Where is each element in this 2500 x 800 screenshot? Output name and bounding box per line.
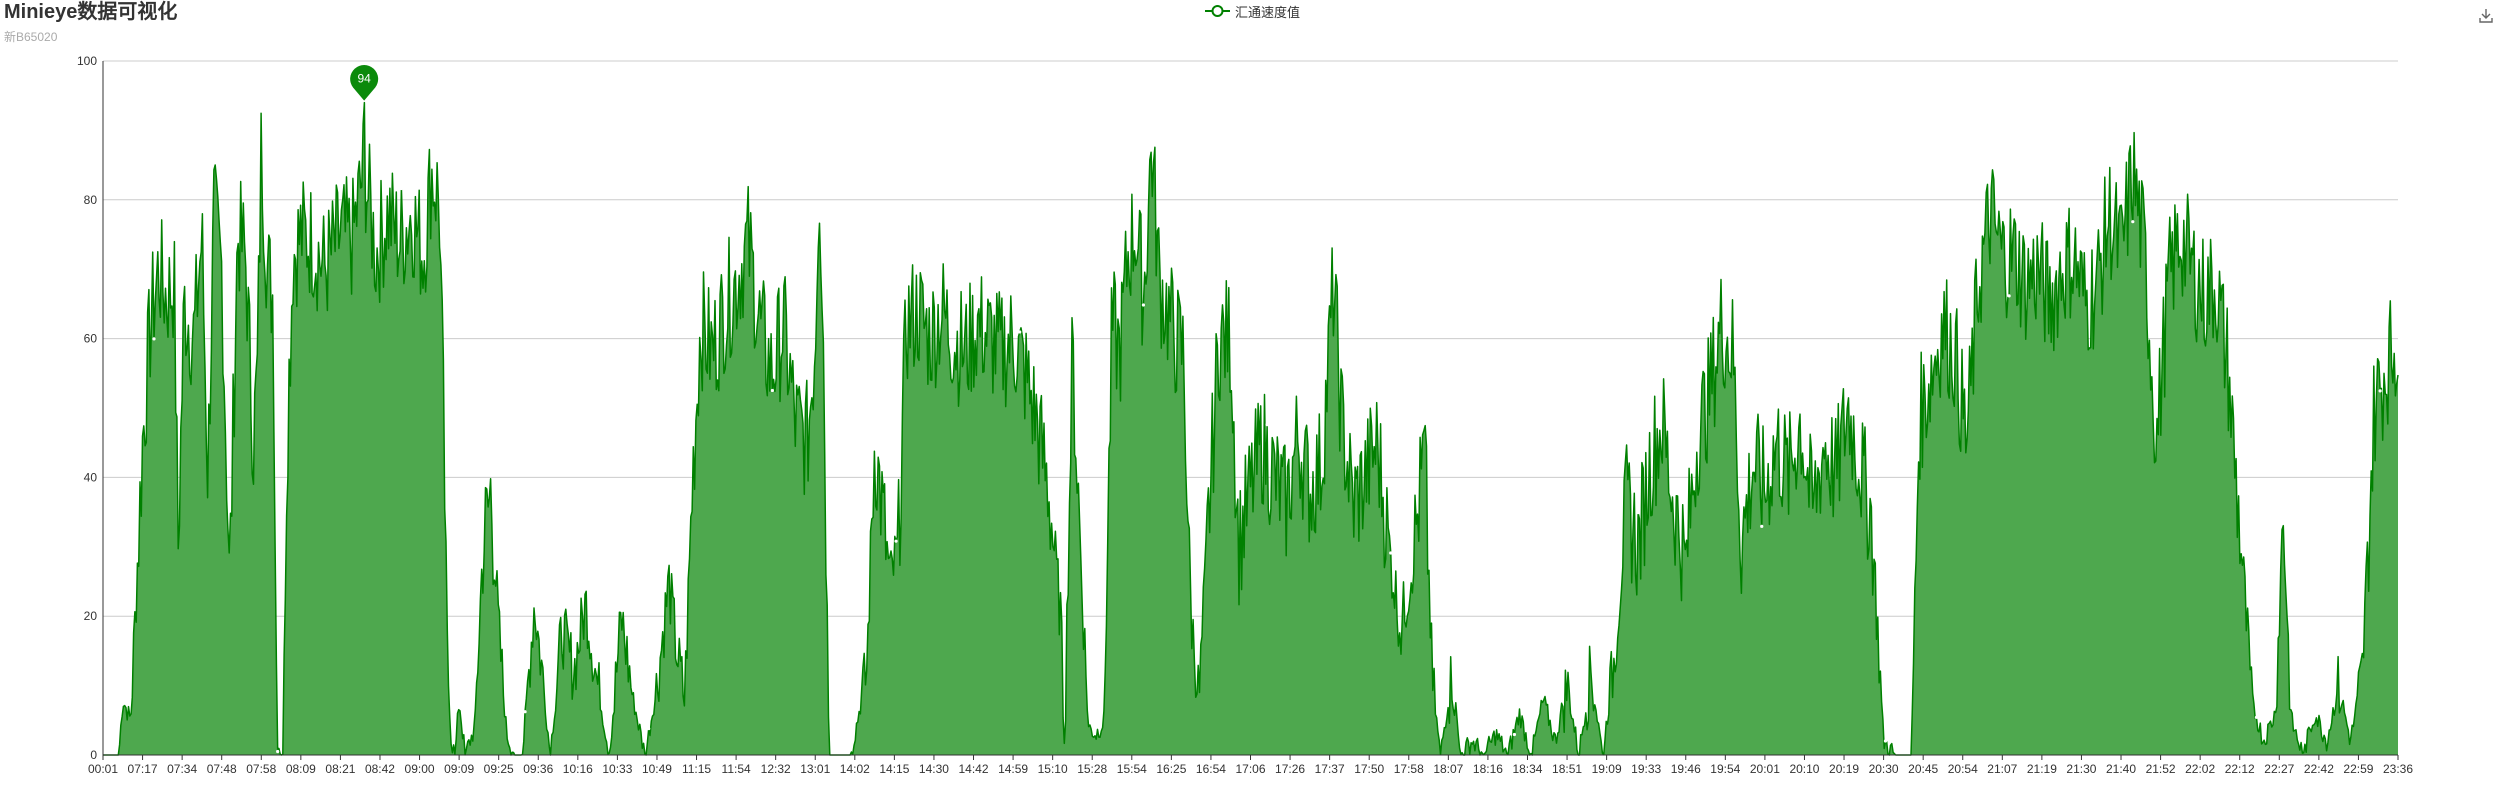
- x-tick-label: 00:01: [88, 762, 118, 776]
- x-tick-label: 14:30: [919, 762, 949, 776]
- x-tick-label: 20:10: [1789, 762, 1819, 776]
- x-tick-label: 20:19: [1829, 762, 1859, 776]
- series-point: [2254, 715, 2259, 719]
- x-tick-label: 09:00: [405, 762, 435, 776]
- x-tick-label: 19:54: [1710, 762, 1740, 776]
- x-tick-label: 21:30: [2066, 762, 2096, 776]
- x-tick-label: 17:26: [1275, 762, 1305, 776]
- x-tick-label: 22:02: [2185, 762, 2215, 776]
- series-point: [1636, 510, 1640, 515]
- x-tick-label: 19:09: [1592, 762, 1622, 776]
- series-point: [1760, 524, 1764, 528]
- series-point: [399, 186, 403, 191]
- x-tick-label: 14:42: [959, 762, 989, 776]
- x-tick-label: 08:42: [365, 762, 395, 776]
- x-tick-label: 11:54: [722, 762, 751, 776]
- y-tick-label: 80: [84, 193, 98, 207]
- x-tick-label: 21:40: [2106, 762, 2136, 776]
- x-tick-label: 17:37: [1315, 762, 1345, 776]
- x-tick-label: 22:59: [2343, 762, 2373, 776]
- x-tick-label: 07:48: [207, 762, 237, 776]
- x-tick-label: 15:10: [1038, 762, 1068, 776]
- series-point: [647, 726, 651, 731]
- x-tick-label: 20:01: [1750, 762, 1780, 776]
- x-tick-label: 22:12: [2225, 762, 2255, 776]
- x-tick-label: 18:51: [1552, 762, 1582, 776]
- series-point: [1141, 303, 1145, 307]
- series-point: [523, 710, 527, 714]
- x-tick-label: 17:06: [1235, 762, 1265, 776]
- y-tick-label: 0: [90, 748, 97, 762]
- series-point: [1018, 330, 1022, 334]
- x-tick-label: 08:21: [325, 762, 355, 776]
- x-tick-label: 14:15: [879, 762, 909, 776]
- y-tick-label: 20: [84, 609, 98, 623]
- series-area-fill: [103, 102, 2398, 756]
- x-tick-label: 16:54: [1196, 762, 1226, 776]
- x-tick-label: 20:54: [1948, 762, 1978, 776]
- x-tick-label: 10:16: [563, 762, 593, 776]
- x-tick-label: 07:58: [246, 762, 276, 776]
- x-tick-label: 09:09: [444, 762, 474, 776]
- x-tick-label: 13:01: [800, 762, 830, 776]
- series-point: [770, 388, 774, 393]
- chart-title: Minieye数据可视化: [4, 1, 178, 23]
- x-tick-label: 18:07: [1433, 762, 1463, 776]
- x-tick-label: 07:34: [167, 762, 197, 776]
- x-tick-label: 07:17: [128, 762, 158, 776]
- x-tick-label: 09:36: [523, 762, 553, 776]
- x-tick-label: 16:25: [1156, 762, 1186, 776]
- max-mark-pin: [350, 64, 379, 101]
- x-tick-label: 21:19: [2027, 762, 2057, 776]
- x-tick-label: 14:59: [998, 762, 1028, 776]
- x-tick-label: 17:50: [1354, 762, 1384, 776]
- x-tick-label: 15:54: [1117, 762, 1147, 776]
- x-tick-label: 10:33: [602, 762, 632, 776]
- x-tick-label: 22:42: [2304, 762, 2334, 776]
- max-mark-label: 94: [357, 72, 371, 86]
- series-point: [1389, 551, 1393, 555]
- y-tick-label: 60: [84, 332, 98, 346]
- series-point: [2131, 220, 2135, 224]
- series-line: [103, 101, 2399, 756]
- x-tick-label: 18:34: [1512, 762, 1542, 776]
- series-point: [152, 337, 156, 341]
- x-tick-label: 17:58: [1394, 762, 1424, 776]
- x-tick-label: 21:07: [1987, 762, 2017, 776]
- chart-subtitle: 新B65020: [4, 30, 58, 44]
- y-tick-label: 40: [84, 470, 98, 484]
- x-tick-label: 19:33: [1631, 762, 1661, 776]
- x-tick-label: 09:25: [484, 762, 514, 776]
- x-tick-label: 08:09: [286, 762, 316, 776]
- series-point: [276, 749, 280, 754]
- chart-legend[interactable]: 汇通速度值: [1205, 2, 1300, 20]
- download-icon[interactable]: [2476, 6, 2496, 26]
- x-tick-label: 23:36: [2383, 762, 2413, 776]
- x-tick-label: 10:49: [642, 762, 672, 776]
- x-tick-label: 20:30: [1869, 762, 1899, 776]
- series-point: [1883, 739, 1888, 743]
- series-point: [894, 539, 898, 543]
- x-tick-label: 15:28: [1077, 762, 1107, 776]
- x-tick-label: 20:45: [1908, 762, 1938, 776]
- y-tick-label: 100: [77, 54, 97, 68]
- series-point: [1512, 732, 1517, 737]
- x-tick-label: 21:52: [2146, 762, 2176, 776]
- x-tick-label: 18:16: [1473, 762, 1503, 776]
- x-tick-label: 14:02: [840, 762, 870, 776]
- x-tick-label: 19:46: [1671, 762, 1701, 776]
- series-point: [2007, 294, 2011, 298]
- x-tick-label: 12:32: [761, 762, 791, 776]
- legend-line-marker: [1205, 5, 1230, 17]
- x-tick-label: 11:15: [682, 762, 711, 776]
- legend-label: 汇通速度值: [1235, 4, 1301, 20]
- x-tick-label: 22:27: [2264, 762, 2294, 776]
- series-point: [1265, 423, 1269, 427]
- series-point: [2378, 389, 2382, 393]
